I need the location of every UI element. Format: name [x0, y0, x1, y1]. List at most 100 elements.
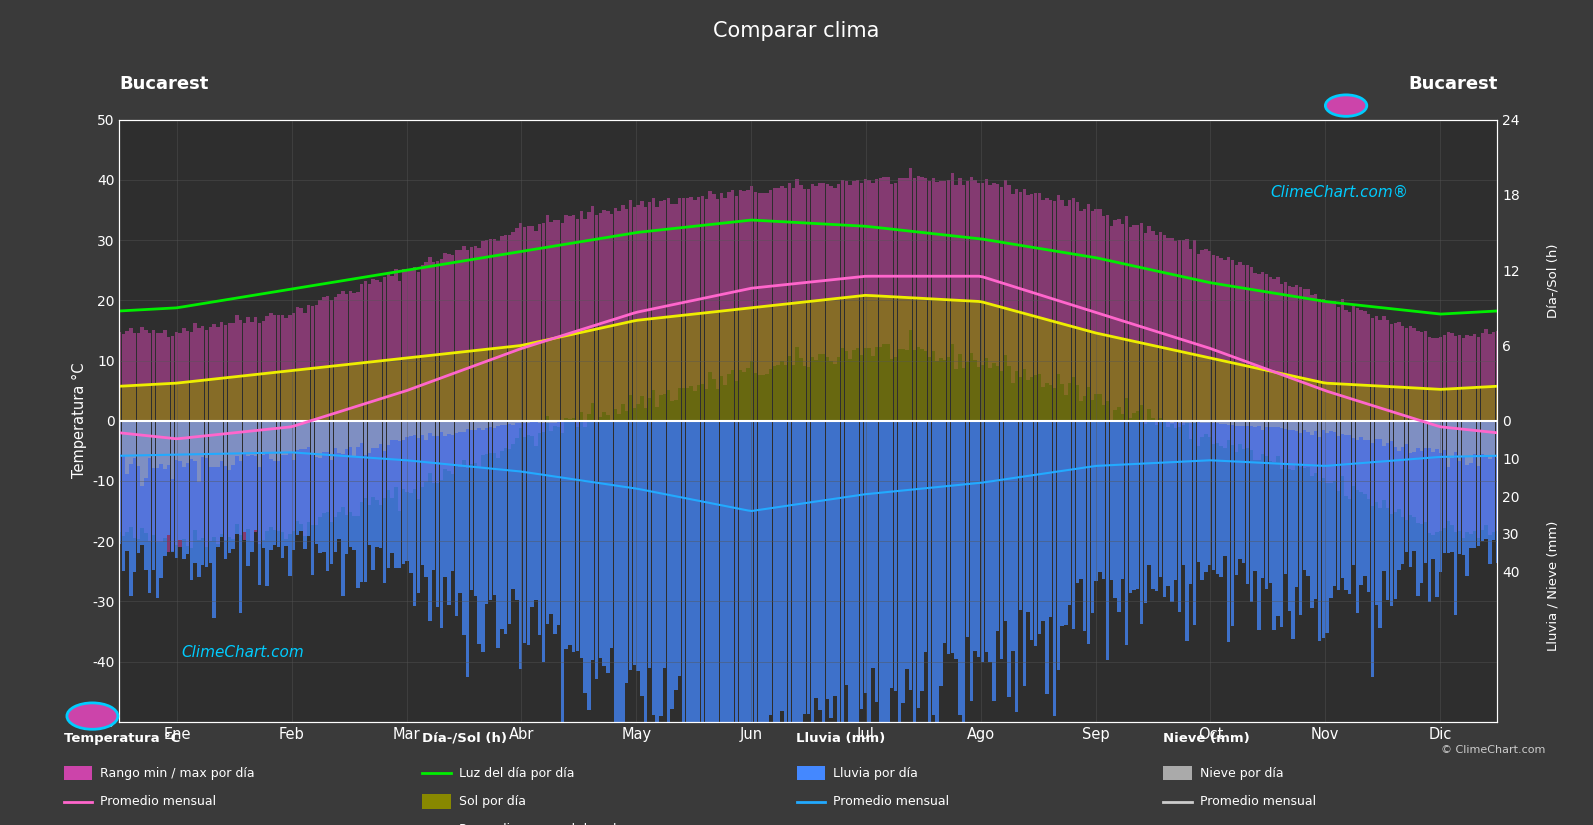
Bar	[1348, 384, 1351, 421]
Bar	[1337, 384, 1340, 421]
Bar	[462, 421, 465, 431]
Bar	[1227, 257, 1230, 441]
Text: ClimeChart.com®: ClimeChart.com®	[1270, 185, 1408, 200]
Bar	[182, 382, 185, 421]
Bar	[1204, 248, 1207, 434]
Bar	[1375, 386, 1378, 421]
Bar	[962, 421, 965, 725]
Bar	[478, 350, 481, 421]
Bar	[1317, 421, 1321, 436]
Bar	[935, 299, 938, 421]
Bar	[1193, 355, 1196, 421]
Bar	[406, 421, 409, 437]
Bar	[1086, 205, 1090, 387]
Bar	[307, 421, 311, 536]
Bar	[1243, 421, 1246, 563]
Bar	[1389, 387, 1394, 421]
Bar	[795, 421, 798, 825]
Bar	[190, 381, 193, 421]
Bar	[182, 328, 185, 539]
Bar	[1152, 346, 1155, 421]
Bar	[1372, 386, 1375, 421]
Bar	[1443, 335, 1446, 528]
Bar	[484, 240, 489, 454]
Bar	[1254, 368, 1257, 421]
Bar	[379, 361, 382, 421]
Bar	[712, 421, 715, 728]
Bar	[1219, 421, 1223, 578]
Bar	[1344, 310, 1348, 496]
Bar	[652, 421, 655, 714]
Bar	[178, 333, 182, 547]
Bar	[561, 337, 564, 421]
Bar	[376, 361, 379, 421]
Bar	[303, 369, 307, 421]
Bar	[897, 297, 902, 421]
Bar	[1435, 421, 1438, 449]
Bar	[357, 363, 360, 421]
Bar	[205, 380, 209, 421]
Bar	[1196, 421, 1200, 422]
Bar	[671, 421, 674, 709]
Bar	[734, 196, 738, 381]
Bar	[1329, 384, 1333, 421]
Bar	[954, 300, 957, 421]
Bar	[220, 323, 223, 535]
Text: © ClimeChart.com: © ClimeChart.com	[1440, 745, 1545, 755]
Bar	[825, 184, 828, 357]
Bar	[333, 421, 338, 552]
Bar	[588, 212, 591, 414]
Bar	[440, 421, 443, 432]
Bar	[481, 421, 484, 652]
Bar	[814, 421, 817, 698]
Bar	[1020, 421, 1023, 610]
Bar	[1171, 421, 1174, 602]
Bar	[1454, 389, 1458, 421]
Bar	[583, 332, 586, 421]
Bar	[454, 352, 459, 421]
Bar	[1416, 331, 1419, 523]
Bar	[379, 421, 382, 548]
Bar	[1042, 200, 1045, 388]
Bar	[648, 421, 652, 667]
Bar	[629, 322, 632, 421]
Bar	[341, 290, 344, 507]
Bar	[605, 211, 610, 415]
Bar	[758, 307, 761, 421]
Bar	[685, 421, 690, 825]
Bar	[1034, 421, 1037, 646]
Bar	[1215, 360, 1219, 421]
Bar	[186, 421, 190, 554]
Bar	[946, 421, 949, 654]
Bar	[151, 421, 155, 469]
Bar	[371, 280, 374, 497]
Bar	[451, 421, 454, 435]
Bar	[1106, 214, 1109, 402]
Bar	[825, 421, 828, 699]
Text: Lluvia / Nieve (mm): Lluvia / Nieve (mm)	[1547, 521, 1560, 651]
Bar	[1026, 314, 1029, 421]
Bar	[720, 193, 723, 376]
Bar	[1378, 421, 1381, 439]
Bar	[682, 421, 685, 769]
Bar	[792, 304, 795, 421]
Bar	[1458, 421, 1461, 554]
Bar	[1317, 421, 1321, 641]
Bar	[1276, 373, 1279, 421]
Bar	[1367, 421, 1370, 592]
Bar	[1254, 273, 1257, 460]
Bar	[1325, 421, 1329, 633]
Bar	[379, 421, 382, 445]
Bar	[1306, 380, 1309, 421]
Bar	[250, 375, 253, 421]
Bar	[145, 421, 148, 478]
Bar	[253, 318, 258, 531]
Bar	[973, 180, 977, 360]
Bar	[448, 421, 451, 434]
Bar	[1375, 316, 1378, 502]
Bar	[503, 421, 507, 634]
Bar	[1477, 421, 1480, 466]
Bar	[319, 421, 322, 553]
Bar	[247, 421, 250, 455]
Bar	[519, 223, 523, 427]
